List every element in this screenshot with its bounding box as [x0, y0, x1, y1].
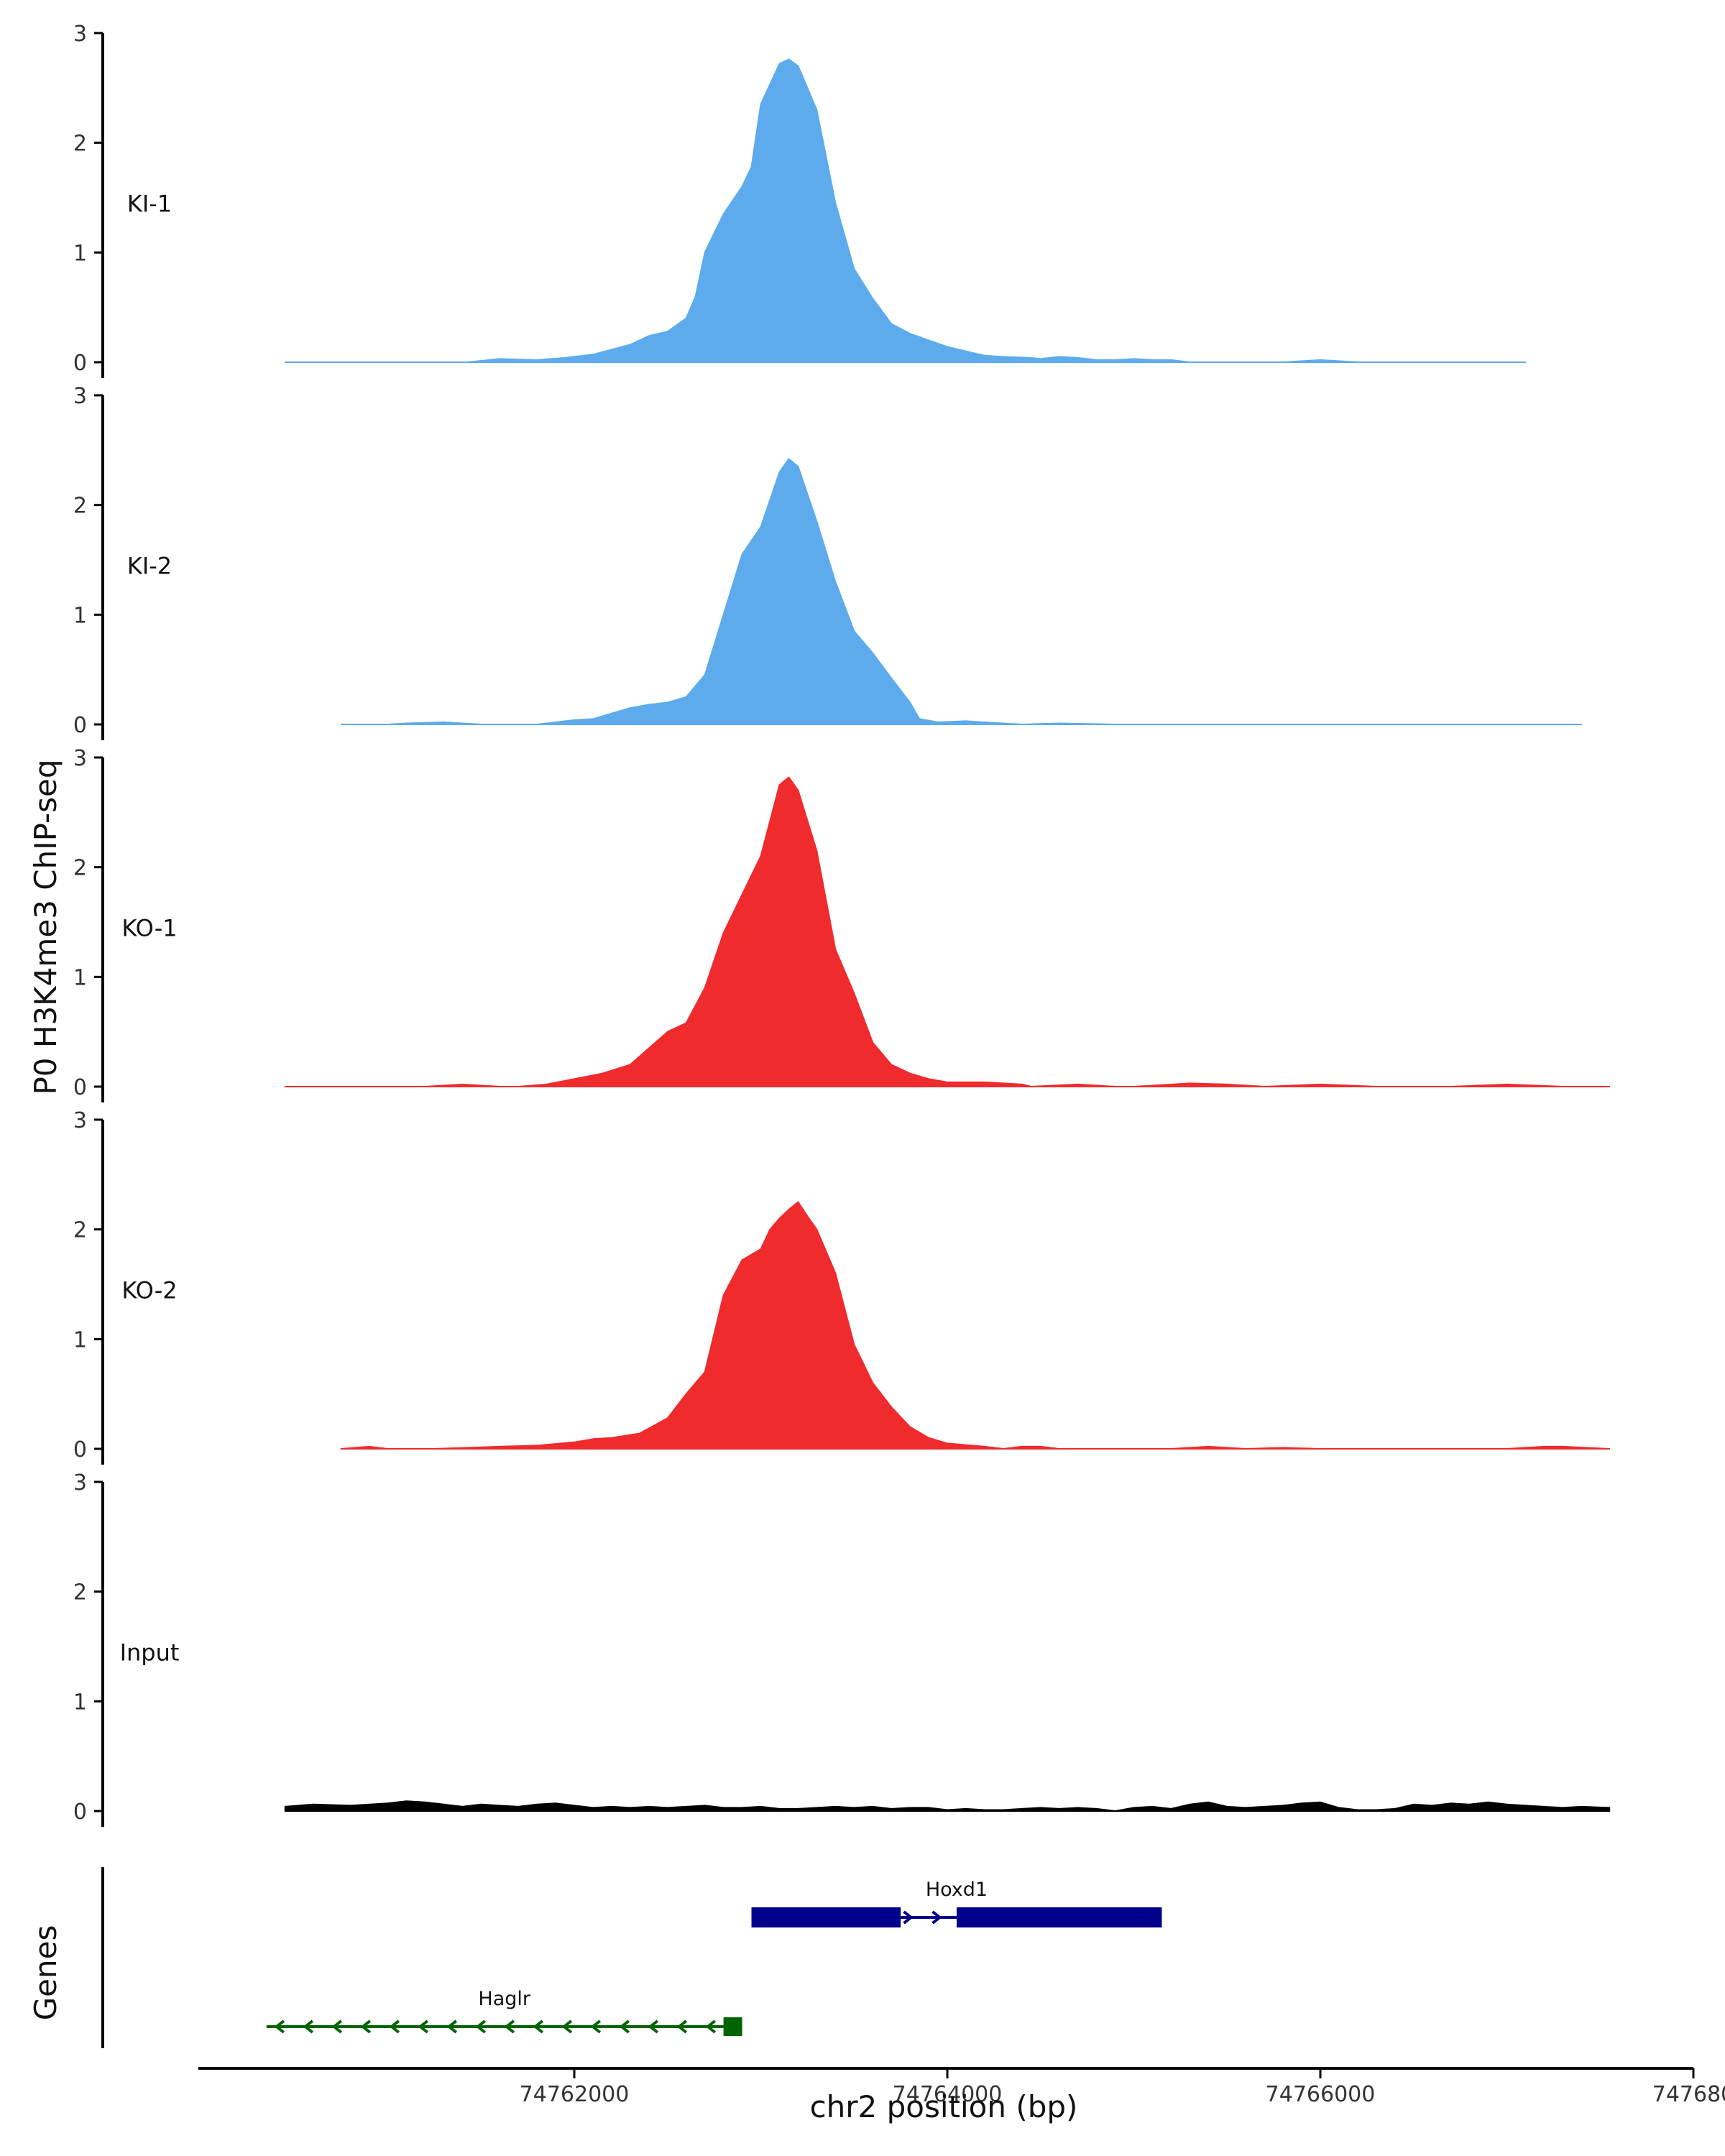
y-tick-label: 3	[73, 746, 87, 771]
y-tick-label: 0	[73, 1437, 87, 1462]
track-label: Input	[120, 1639, 180, 1667]
strand-arrow	[331, 2019, 343, 2034]
strand-arrow	[389, 2019, 400, 2034]
gene-exon	[723, 2017, 742, 2036]
x-tick-label: 747680	[1652, 2082, 1725, 2107]
y-tick-label: 1	[73, 1327, 87, 1353]
signal-tracks: 0 1 2 3 KI-1 0 1 2 3 KI-2 0 1 2 3 KO-1 0 1 2 3 KO-2 0 1 2 3 Inpu…	[73, 22, 1611, 1827]
strand-arrow	[932, 1910, 942, 1925]
track-label: KO-2	[121, 1277, 177, 1304]
strand-arrow	[360, 2019, 372, 2034]
track-label: KI-2	[127, 553, 172, 580]
genes-track-label: Genes	[28, 1925, 63, 2021]
strand-arrow	[303, 2019, 314, 2034]
strand-arrow	[533, 2019, 544, 2034]
y-tick-label: 2	[73, 132, 87, 157]
y-tick-label: 0	[73, 713, 87, 738]
track-input: 0 1 2 3 Input	[73, 1470, 1611, 1827]
y-tick-label: 3	[73, 1108, 87, 1133]
strand-arrow	[475, 2019, 487, 2034]
strand-arrow	[705, 2019, 717, 2034]
x-tick-label: 74762000	[520, 2082, 630, 2107]
x-axis: 74762000 74764000 74766000 747680	[198, 2067, 1725, 2107]
strand-arrow	[418, 2019, 429, 2034]
strand-arrow	[561, 2019, 573, 2034]
track-ko-1: 0 1 2 3 KO-1	[73, 746, 1611, 1102]
y-tick-label: 3	[73, 22, 87, 47]
x-tick-label: 74766000	[1266, 2082, 1376, 2107]
strand-arrow	[504, 2019, 515, 2034]
y-axis-title: P0 H3K4me3 ChIP-seq	[28, 759, 63, 1095]
genes-track: Hoxd1 Haglr	[101, 1867, 1162, 2048]
x-axis-title: chr2 position (bp)	[810, 2089, 1078, 2124]
signal-area	[284, 58, 1527, 363]
track-label: KO-1	[121, 915, 177, 942]
y-tick-label: 1	[73, 1690, 87, 1715]
gene-exon	[751, 1907, 901, 1927]
track-ki-1: 0 1 2 3 KI-1	[73, 22, 1527, 378]
strand-arrow	[903, 1910, 914, 1925]
strand-arrow	[676, 2019, 688, 2034]
track-ko-2: 0 1 2 3 KO-2	[73, 1108, 1611, 1465]
track-label: KI-1	[127, 190, 172, 218]
gene-name-label: Hoxd1	[926, 1879, 988, 1901]
signal-area	[340, 1201, 1611, 1450]
y-tick-label: 3	[73, 384, 87, 409]
y-tick-label: 0	[73, 1800, 87, 1825]
gene-exon	[956, 1907, 1162, 1927]
y-tick-label: 1	[73, 241, 87, 266]
y-tick-label: 0	[73, 1075, 87, 1100]
track-ki-2: 0 1 2 3 KI-2	[73, 384, 1583, 740]
y-tick-label: 2	[73, 856, 87, 881]
gene-haglr: Haglr	[266, 1988, 742, 2036]
signal-area	[284, 776, 1611, 1087]
gene-hoxd1: Hoxd1	[751, 1879, 1162, 1927]
strand-arrow	[274, 2019, 285, 2034]
y-tick-label: 3	[73, 1470, 87, 1496]
x-tick-label: 74764000	[893, 2082, 1003, 2107]
strand-arrow	[590, 2019, 602, 2034]
y-tick-label: 2	[73, 1580, 87, 1606]
y-tick-label: 0	[73, 351, 87, 376]
y-tick-label: 1	[73, 603, 87, 628]
signal-area	[340, 458, 1583, 725]
gene-name-label: Haglr	[478, 1988, 530, 2010]
strand-arrow	[619, 2019, 630, 2034]
y-tick-label: 2	[73, 1218, 87, 1243]
y-tick-label: 2	[73, 494, 87, 519]
strand-arrow	[648, 2019, 659, 2034]
y-tick-label: 1	[73, 965, 87, 990]
strand-arrow	[446, 2019, 458, 2034]
signal-area	[284, 1800, 1611, 1812]
